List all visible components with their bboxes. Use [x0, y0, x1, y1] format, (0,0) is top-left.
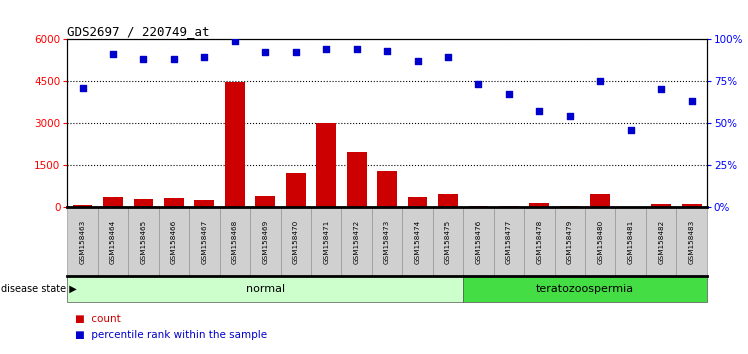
Point — [289, 50, 301, 55]
Point — [533, 108, 545, 114]
Bar — [408, 197, 427, 207]
Text: GSM158467: GSM158467 — [201, 219, 207, 264]
Bar — [134, 199, 153, 207]
Point — [655, 87, 667, 92]
Text: GSM158472: GSM158472 — [354, 219, 360, 264]
Bar — [652, 204, 671, 207]
Bar — [681, 204, 702, 207]
Point — [138, 56, 150, 62]
Point — [411, 58, 423, 64]
Text: disease state ▶: disease state ▶ — [1, 284, 76, 294]
Bar — [225, 82, 245, 207]
Point — [351, 46, 363, 52]
Bar — [499, 206, 519, 207]
Text: GSM158465: GSM158465 — [141, 219, 147, 264]
Point — [503, 92, 515, 97]
Bar — [438, 194, 458, 207]
Text: GSM158483: GSM158483 — [689, 219, 695, 264]
Text: ■  percentile rank within the sample: ■ percentile rank within the sample — [75, 330, 267, 340]
Text: GSM158470: GSM158470 — [292, 219, 298, 264]
Bar — [255, 196, 275, 207]
Bar — [103, 197, 123, 207]
Point — [381, 48, 393, 53]
Text: GDS2697 / 220749_at: GDS2697 / 220749_at — [67, 25, 210, 38]
Bar — [194, 200, 214, 207]
Text: GSM158475: GSM158475 — [445, 219, 451, 264]
Point — [198, 55, 210, 60]
Text: GSM158466: GSM158466 — [171, 219, 177, 264]
Bar — [164, 198, 184, 207]
Text: GSM158471: GSM158471 — [323, 219, 329, 264]
Point — [260, 50, 272, 55]
Text: GSM158482: GSM158482 — [658, 219, 664, 264]
Text: teratozoospermia: teratozoospermia — [536, 284, 634, 294]
Text: GSM158476: GSM158476 — [476, 219, 482, 264]
Point — [594, 78, 606, 84]
Text: normal: normal — [245, 284, 285, 294]
Text: GSM158464: GSM158464 — [110, 219, 116, 264]
Point — [107, 51, 119, 57]
Text: ■  count: ■ count — [75, 314, 120, 324]
Point — [473, 81, 485, 87]
Text: GSM158480: GSM158480 — [597, 219, 604, 264]
Text: GSM158478: GSM158478 — [536, 219, 542, 264]
Bar — [590, 194, 610, 207]
Point — [168, 56, 180, 62]
Bar — [377, 171, 397, 207]
Point — [320, 46, 332, 52]
Text: GSM158473: GSM158473 — [384, 219, 390, 264]
Point — [625, 127, 637, 133]
Text: GSM158477: GSM158477 — [506, 219, 512, 264]
Bar — [530, 204, 549, 207]
Text: GSM158463: GSM158463 — [79, 219, 85, 264]
Point — [442, 55, 454, 60]
Point — [76, 85, 88, 91]
Bar — [621, 206, 640, 207]
Bar — [286, 173, 306, 207]
Text: GSM158474: GSM158474 — [414, 219, 420, 264]
Bar — [347, 153, 367, 207]
Text: GSM158479: GSM158479 — [567, 219, 573, 264]
Point — [686, 98, 698, 104]
Bar — [560, 206, 580, 207]
Bar — [73, 205, 93, 207]
Point — [564, 114, 576, 119]
Point — [229, 38, 241, 44]
Text: GSM158469: GSM158469 — [263, 219, 269, 264]
Bar — [316, 123, 336, 207]
Text: GSM158468: GSM158468 — [232, 219, 238, 264]
Bar — [468, 206, 488, 207]
Text: GSM158481: GSM158481 — [628, 219, 634, 264]
